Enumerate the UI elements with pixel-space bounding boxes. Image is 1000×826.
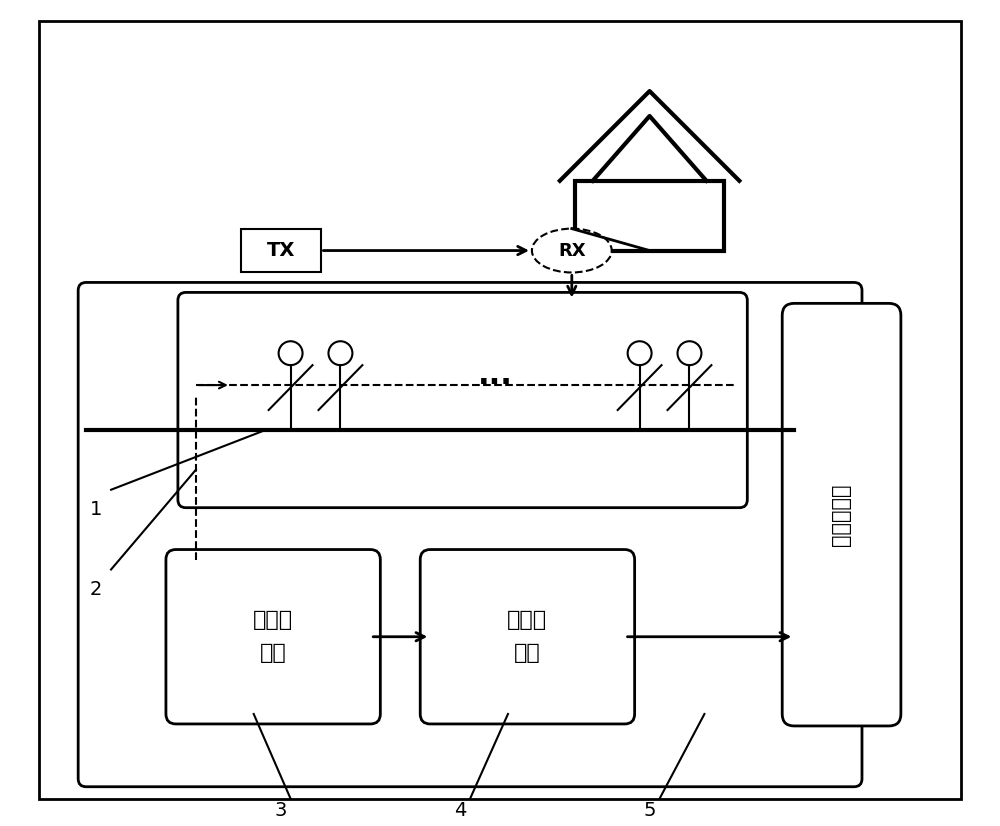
Text: RX: RX xyxy=(558,241,586,259)
Ellipse shape xyxy=(532,229,612,273)
FancyBboxPatch shape xyxy=(166,549,380,724)
Text: 4: 4 xyxy=(454,801,466,820)
Text: 调制解调器: 调制解调器 xyxy=(831,483,851,546)
Text: 5: 5 xyxy=(643,801,656,820)
FancyBboxPatch shape xyxy=(782,303,901,726)
FancyBboxPatch shape xyxy=(420,549,635,724)
FancyBboxPatch shape xyxy=(78,282,862,786)
Text: ...: ... xyxy=(478,361,512,390)
Text: 2: 2 xyxy=(90,580,102,599)
FancyBboxPatch shape xyxy=(39,21,961,799)
Text: 模糊控
制器: 模糊控 制器 xyxy=(507,610,547,663)
Text: 1: 1 xyxy=(90,501,102,520)
FancyBboxPatch shape xyxy=(241,229,320,273)
Text: TX: TX xyxy=(266,241,295,260)
Text: 智能控
制器: 智能控 制器 xyxy=(253,610,293,663)
FancyBboxPatch shape xyxy=(178,292,747,508)
Text: 3: 3 xyxy=(274,801,287,820)
